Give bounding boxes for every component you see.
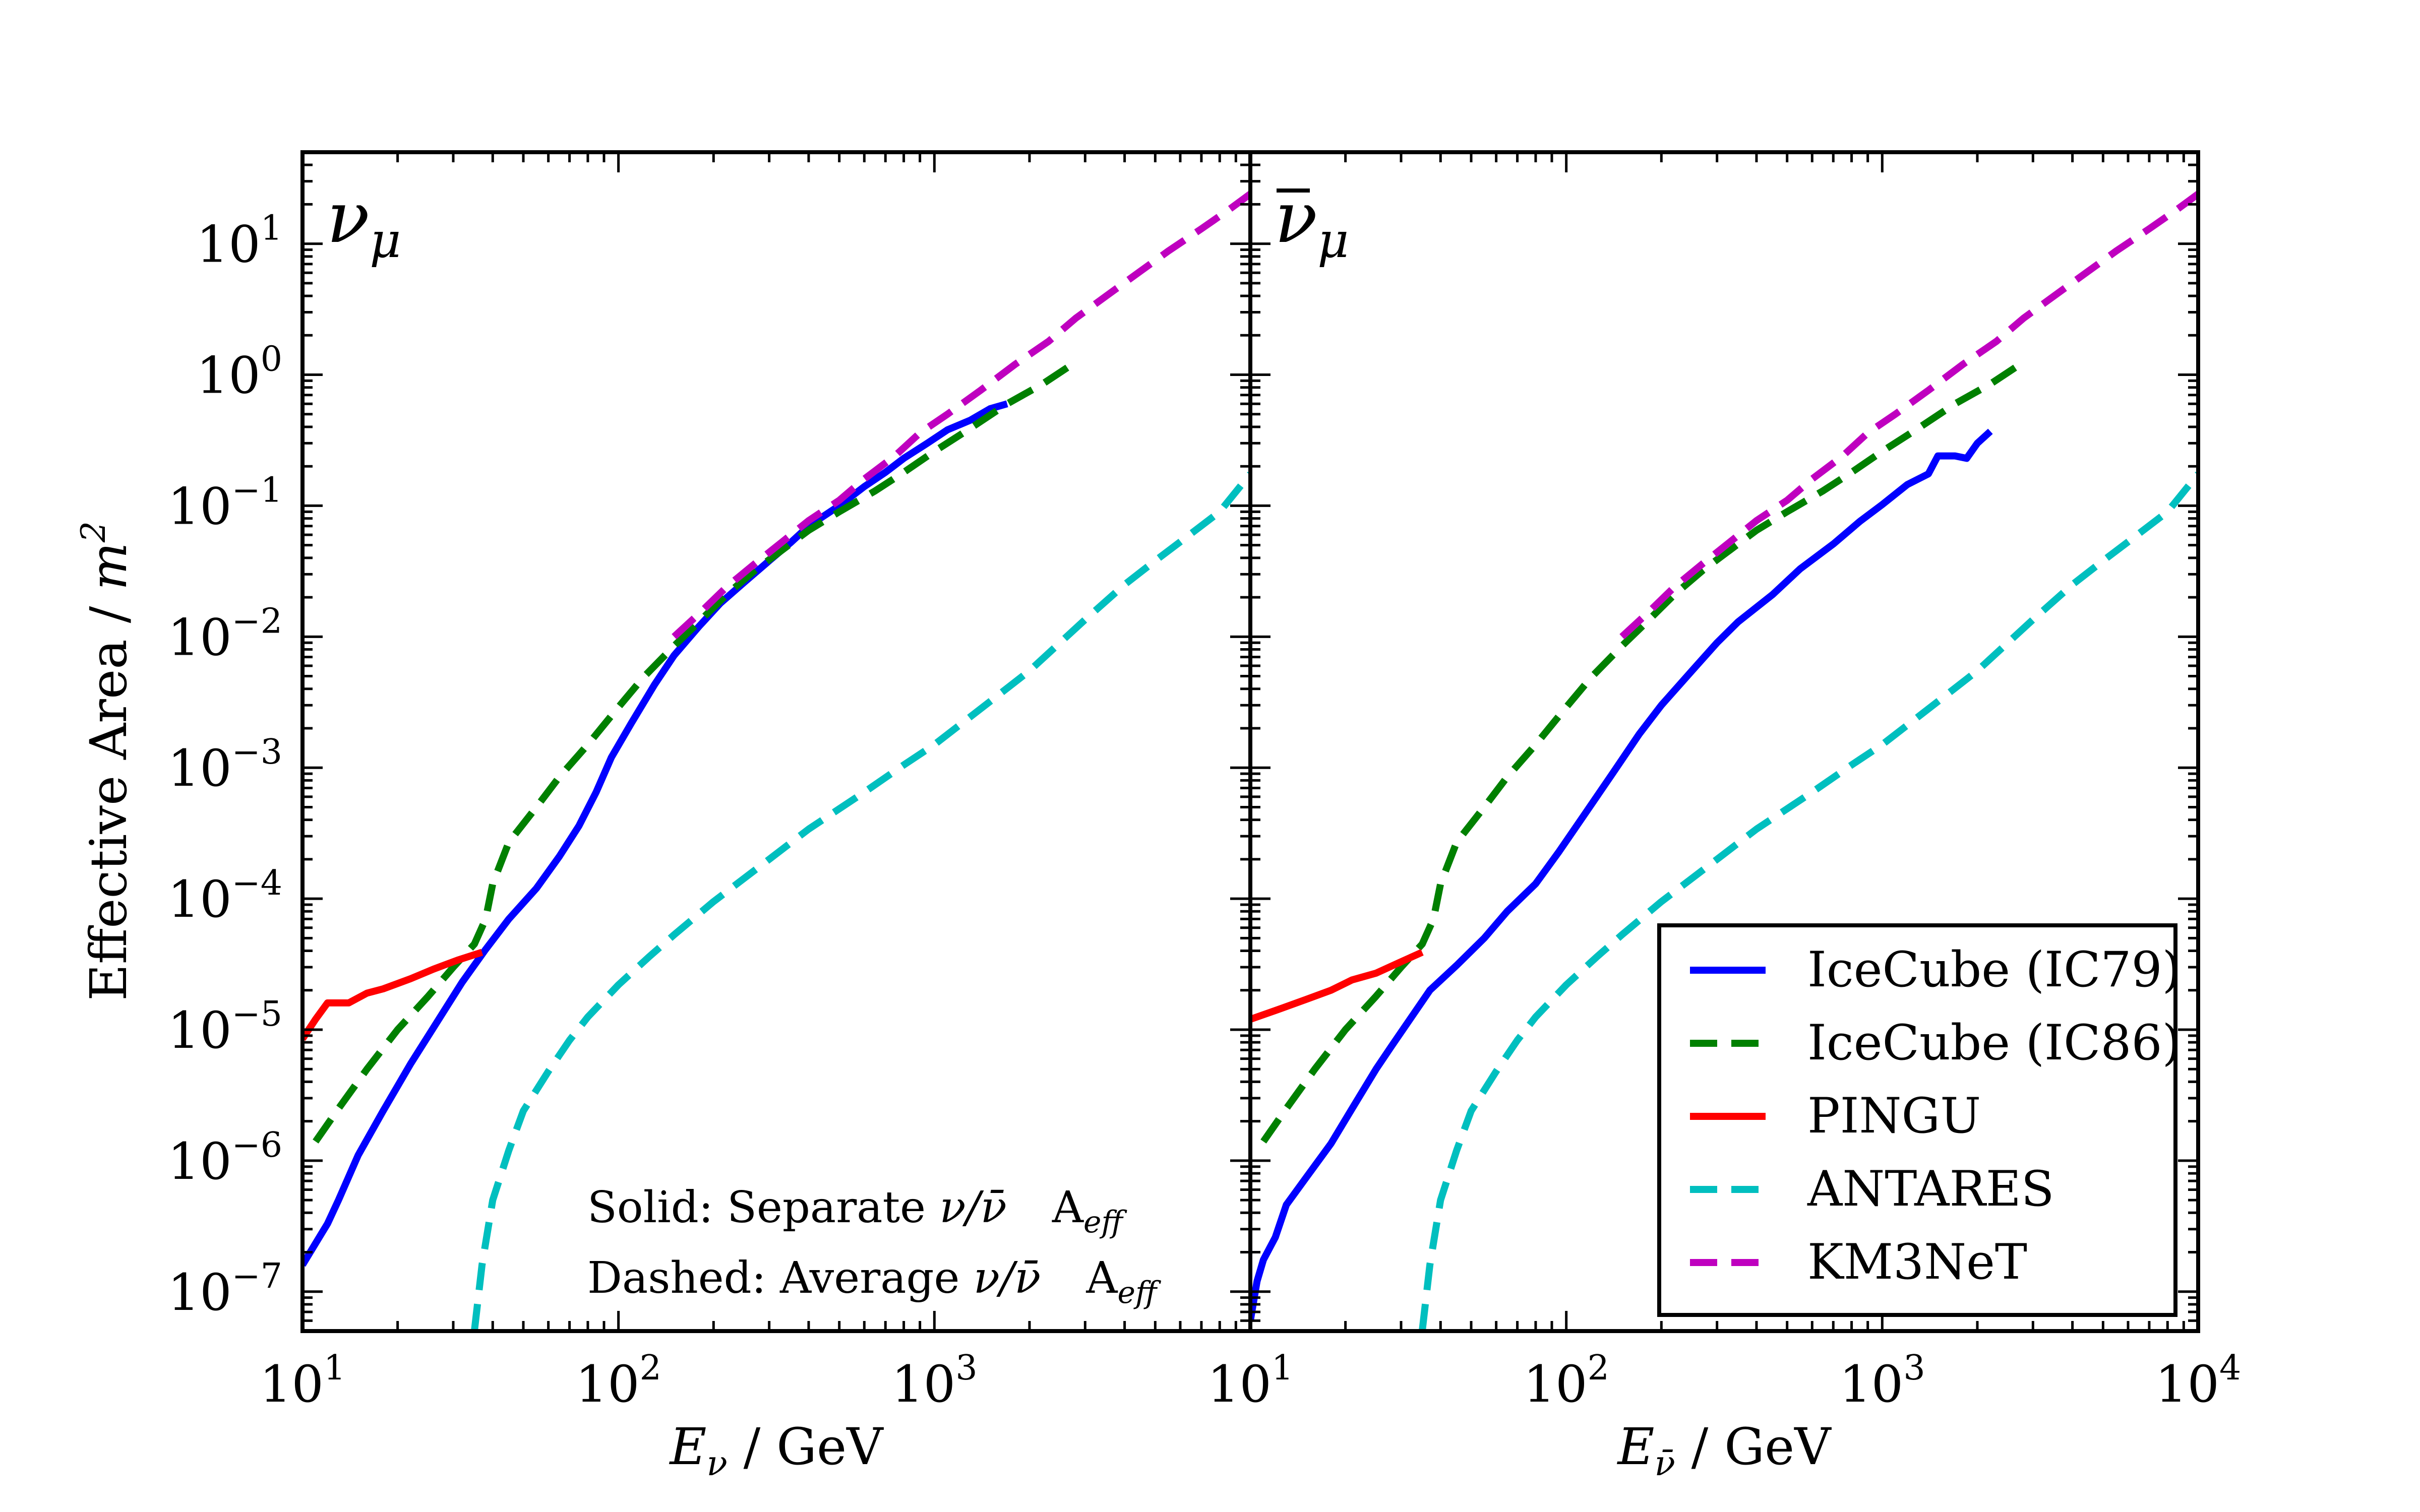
- x-tick-label: 102: [1523, 1348, 1609, 1414]
- panel-2-x-ticks: [1249, 152, 2185, 1331]
- annotation-solid-sub: eff: [1083, 1205, 1128, 1240]
- series-line-icecube-ic79: [1250, 428, 1993, 1321]
- y-tick-label: 10−3: [168, 732, 283, 798]
- annotation-solid-a: A: [1052, 1182, 1084, 1233]
- legend-label: IceCube (IC86): [1807, 1015, 2181, 1071]
- panel-2-y-ticks: [1250, 151, 2198, 1333]
- legend-label: KM3NeT: [1807, 1234, 2027, 1290]
- annotation-dashed-lead: Dashed: Average: [587, 1253, 974, 1303]
- x-tick-label: 104: [2155, 1348, 2242, 1414]
- panel-1-y-ticks: [302, 151, 1250, 1333]
- legend-label: PINGU: [1807, 1088, 1981, 1144]
- legend-frame: [1657, 923, 2177, 1317]
- y-tick-label: 10−5: [168, 994, 283, 1060]
- y-tick-label: 100: [196, 340, 282, 405]
- legend-label: IceCube (IC79): [1807, 941, 2181, 998]
- x-tick-label: 101: [260, 1348, 346, 1414]
- annotation-solid: Solid: Separate ν/ν̄ Aeff: [587, 1182, 1128, 1240]
- panel-2-frame: [1248, 150, 2200, 1333]
- y-axis-label: Effective Area / m2: [74, 521, 138, 1001]
- y-axis-label-text: Effective Area /: [79, 590, 138, 1001]
- panel-2-series: [1250, 191, 2198, 1331]
- annotation-dashed-sub: eff: [1117, 1275, 1162, 1310]
- panel-2-x-tick-labels: 101 102 103 104: [1207, 1348, 2242, 1414]
- panel-1-label: νμ: [327, 177, 401, 269]
- annotation-solid-nu: ν/ν̄: [939, 1182, 1007, 1233]
- annotation-dashed-nu: ν/ν̄: [974, 1253, 1041, 1303]
- annotation-dashed-a: A: [1085, 1253, 1118, 1303]
- series-line-antares: [470, 471, 1250, 1331]
- x-tick-label: 103: [891, 1348, 978, 1414]
- series-line-icecube-ic86: [1260, 359, 2026, 1144]
- y-axis-label-unit: m: [79, 542, 138, 590]
- series-line-antares: [1418, 471, 2198, 1331]
- y-tick-label: 101: [196, 209, 282, 274]
- y-tick-label: 10−1: [168, 470, 283, 536]
- x-tick-label: 102: [575, 1348, 661, 1414]
- legend: IceCube (IC79) IceCube (IC86) PINGU ANTARES…: [1657, 923, 2181, 1317]
- series-line-km3net: [1619, 191, 2198, 640]
- panel-1-x-tick-labels: 101 102 103: [260, 1348, 978, 1414]
- series-line-km3net: [672, 191, 1250, 640]
- y-tick-label: 10−7: [168, 1256, 283, 1322]
- annotation-solid-lead: Solid: Separate: [587, 1182, 939, 1233]
- y-tick-label: 10−6: [168, 1125, 283, 1191]
- y-tick-label: 10−2: [168, 601, 283, 667]
- series-line-pingu: [1250, 949, 1424, 1023]
- y-axis-label-exp: 2: [74, 521, 113, 543]
- panel-1-x-ticks: [301, 152, 1237, 1331]
- y-tick-label: 10−4: [168, 863, 283, 929]
- x-tick-label: 103: [1839, 1348, 1925, 1414]
- x-tick-label: 101: [1207, 1348, 1294, 1414]
- series-line-pingu: [302, 949, 483, 1041]
- panel-1-frame: [300, 150, 1252, 1333]
- legend-label: ANTARES: [1807, 1161, 2054, 1217]
- panel-2-x-axis-label: Eν̄ / GeV: [1617, 1417, 1832, 1484]
- series-line-icecube-ic86: [313, 359, 1078, 1144]
- series-line-icecube-ic79: [302, 400, 1008, 1267]
- annotation-dashed: Dashed: Average ν/ν̄ Aeff: [587, 1253, 1162, 1310]
- panel-1-x-axis-label: Eν / GeV: [669, 1417, 884, 1484]
- legend-items: IceCube (IC79) IceCube (IC86) PINGU ANTARES…: [1690, 941, 2181, 1290]
- panel-1-series: [302, 191, 1250, 1331]
- y-tick-labels: 101 100 10−1 10−2 10−3 10−4 10−5 10−6 10−7: [168, 209, 283, 1322]
